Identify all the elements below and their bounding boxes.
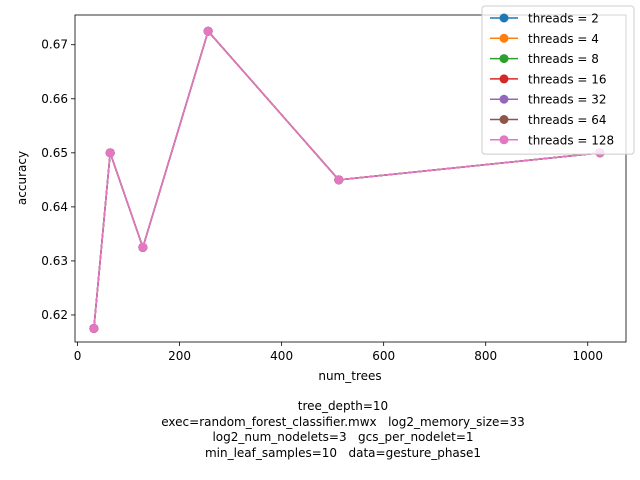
y-tick-label-4: 0.66 (41, 92, 68, 106)
caption-line-2: exec=random_forest_classifier.mwx log2_m… (161, 414, 525, 429)
legend-marker-6 (499, 135, 509, 145)
legend-label-5: threads = 64 (528, 113, 607, 127)
x-axis-title: num_trees (318, 369, 381, 383)
legend-marker-5 (499, 115, 509, 124)
legend-marker-3 (499, 74, 509, 84)
series-6 (89, 26, 605, 333)
legend-marker-1 (499, 33, 509, 43)
legend-marker-2 (499, 54, 509, 64)
legend-item-4: threads = 32 (490, 93, 607, 107)
legend-item-1: threads = 4 (490, 32, 599, 46)
figure-caption: tree_depth=10 exec=random_forest_classif… (0, 399, 640, 461)
x-tick-label-3: 600 (372, 349, 395, 363)
legend-item-0: threads = 2 (490, 12, 599, 26)
data-point-6-3 (203, 26, 213, 36)
data-point-6-2 (138, 242, 148, 252)
y-tick-label-0: 0.62 (41, 308, 68, 322)
caption-line-4: min_leaf_samples=10 data=gesture_phase1 (204, 445, 482, 460)
legend-marker-0 (499, 13, 509, 23)
plot-frame (74, 14, 627, 343)
legend-label-4: threads = 32 (528, 93, 607, 107)
x-tick-label-5: 1000 (572, 349, 603, 363)
caption-line-3: log2_num_nodelets=3 gcs_per_nodelet=1 (212, 430, 474, 444)
legend: threads = 2 threads = 4 threads = 8 threads… (481, 5, 635, 155)
series-line-6 (93, 30, 601, 329)
y-tick-label-2: 0.64 (41, 200, 68, 214)
y-tick-label-3: 0.65 (41, 146, 68, 160)
legend-item-6: threads = 128 (490, 133, 614, 147)
legend-box (481, 5, 635, 155)
data-point-6-4 (334, 175, 344, 185)
x-tick-label-2: 400 (270, 349, 293, 363)
plot-lines (89, 26, 605, 333)
legend-label-0: threads = 2 (528, 12, 599, 26)
legend-label-3: threads = 16 (528, 72, 607, 86)
caption-line-1: tree_depth=10 (297, 399, 389, 413)
y-tick-label-5: 0.67 (41, 38, 68, 52)
data-point-6-1 (105, 148, 115, 158)
legend-item-3: threads = 16 (490, 72, 607, 86)
x-tick-label-1: 200 (168, 349, 191, 363)
legend-label-2: threads = 8 (528, 52, 599, 66)
legend-marker-4 (499, 94, 509, 104)
legend-item-2: threads = 8 (490, 52, 599, 66)
data-point-6-0 (89, 323, 99, 333)
axes: 0 200 400 600 800 1000 0.62 0.63 0.64 0.65 0.66 0.6… (41, 14, 627, 363)
legend-label-1: threads = 4 (528, 32, 599, 46)
y-axis-title: accuracy (15, 151, 29, 205)
x-tick-label-4: 800 (474, 349, 497, 363)
y-tick-label-1: 0.63 (41, 254, 68, 268)
legend-item-5: threads = 64 (490, 113, 607, 127)
x-tick-label-0: 0 (74, 349, 82, 363)
legend-label-6: threads = 128 (528, 133, 614, 147)
